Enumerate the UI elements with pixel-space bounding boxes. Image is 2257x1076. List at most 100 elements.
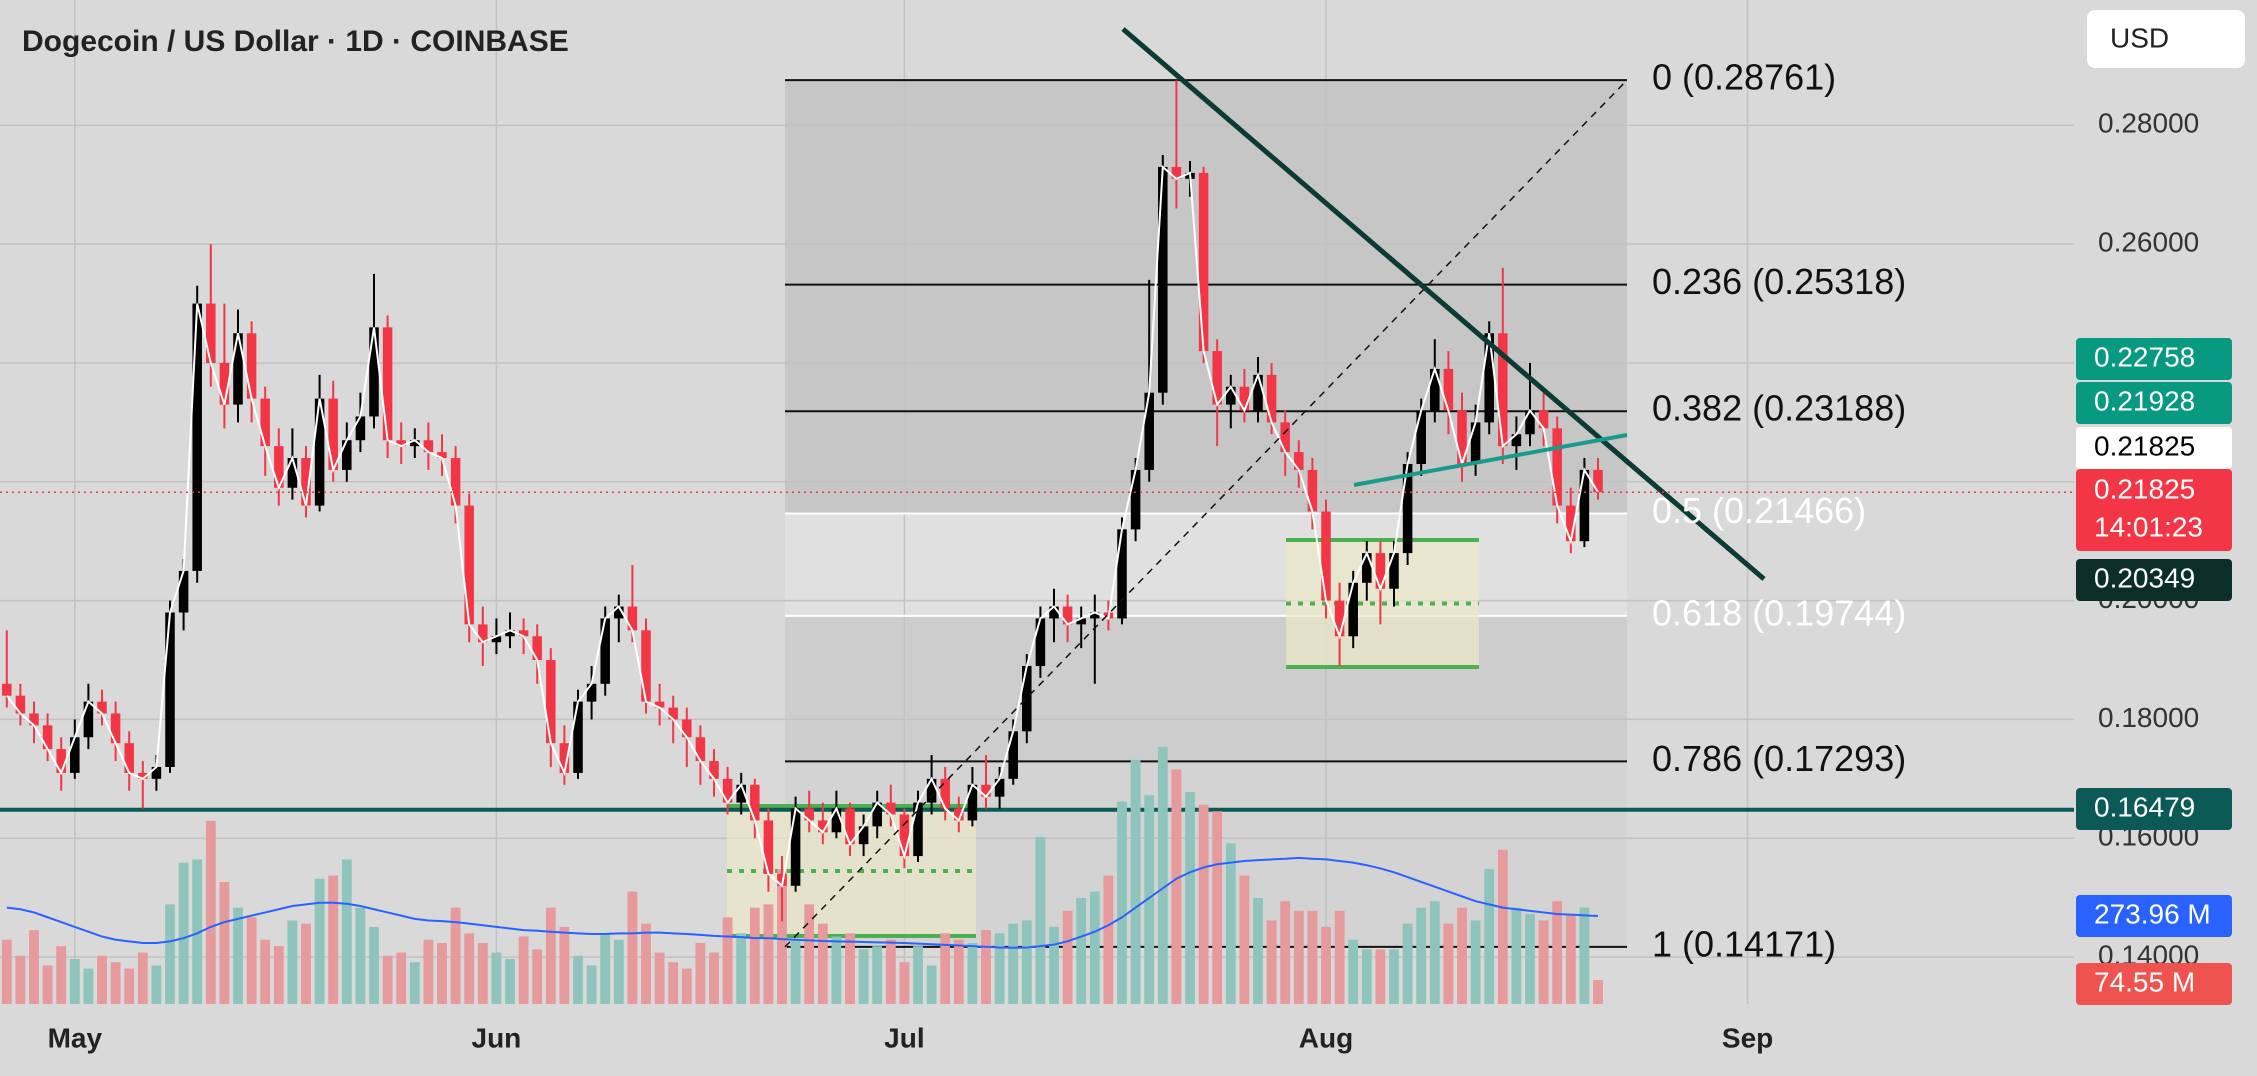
candle-body <box>1049 606 1059 619</box>
volume-bar <box>165 904 175 1004</box>
volume-bar <box>287 920 298 1004</box>
candle-body <box>15 695 26 714</box>
volume-bar <box>913 946 923 1004</box>
volume-bar <box>1171 769 1182 1004</box>
candle-body <box>165 612 175 767</box>
candle-body <box>1117 529 1127 619</box>
volume-bar <box>953 939 964 1004</box>
volume-bar <box>532 949 543 1004</box>
candle-body <box>1294 452 1304 470</box>
candle-body <box>518 630 529 637</box>
candle-body <box>396 440 406 447</box>
trendline-teal <box>1353 433 1628 487</box>
candle-body <box>1566 505 1576 542</box>
volume-bar <box>804 904 815 1004</box>
candle-body <box>178 570 189 613</box>
volume-bar <box>641 923 651 1004</box>
price-tag-label: 0.20349 <box>2094 562 2195 593</box>
candle-body <box>110 713 121 744</box>
volume-bar <box>613 939 624 1004</box>
candle-body <box>342 440 352 470</box>
volume-bar <box>654 952 665 1004</box>
candle-body <box>1538 410 1549 429</box>
volume-bar <box>1089 891 1100 1004</box>
candle-body <box>926 778 937 803</box>
volume-bar <box>722 917 733 1004</box>
price-tag-label: 0.21825 <box>2094 473 2195 504</box>
volume-bar <box>967 942 978 1004</box>
candle-body <box>546 660 556 744</box>
fib-label: 1 (0.14171) <box>1652 923 1836 964</box>
volume-bar <box>790 939 801 1004</box>
candle-body <box>777 873 787 886</box>
currency-button[interactable] <box>2087 10 2245 68</box>
x-tick-label: May <box>48 1022 103 1053</box>
candle-body <box>314 398 325 506</box>
candle-body <box>1198 172 1209 352</box>
candle-body <box>423 440 434 453</box>
candle-body <box>1443 368 1454 411</box>
candle-body <box>1334 600 1345 637</box>
candle-body <box>355 416 366 441</box>
candle-body <box>491 636 502 643</box>
y-tick-label: 0.28000 <box>2098 108 2199 139</box>
volume-bar <box>668 962 679 1004</box>
fib-label: 0 (0.28761) <box>1652 57 1836 98</box>
candle-body <box>287 458 298 488</box>
candle-body <box>70 737 80 773</box>
volume-bar <box>994 933 1005 1004</box>
volume-bar <box>1525 914 1535 1004</box>
volume-bar <box>423 939 434 1004</box>
price-tag <box>2076 382 2232 424</box>
volume-bar <box>559 926 570 1004</box>
candle-body <box>1470 422 1481 464</box>
candle-body <box>1090 612 1100 619</box>
candle-body <box>56 749 66 773</box>
candle-body <box>1280 422 1290 453</box>
volume-bar <box>437 942 447 1004</box>
volume-bar <box>1361 949 1372 1004</box>
volume-bar <box>1198 804 1209 1004</box>
volume-bar <box>586 965 597 1004</box>
candle-body <box>1579 469 1590 542</box>
candle-body <box>369 327 379 417</box>
volume-bar <box>1130 759 1141 1004</box>
candle-body <box>1212 351 1222 405</box>
chart-title: Dogecoin / US Dollar · 1D · COINBASE <box>22 25 569 58</box>
volume-bar <box>845 933 855 1004</box>
candle-body <box>627 606 638 631</box>
volume-ma <box>6 856 1599 949</box>
price-tag <box>2076 338 2232 380</box>
candle-body <box>1375 553 1386 589</box>
candle-body <box>450 458 461 506</box>
price-tag <box>2076 895 2232 937</box>
candle-body <box>994 778 1005 797</box>
candle-body <box>940 778 950 809</box>
volume-bar <box>1185 791 1195 1004</box>
candle-body <box>301 458 311 506</box>
volume-bar <box>328 875 339 1004</box>
candle-body <box>1321 511 1331 601</box>
volume-bar <box>137 952 148 1004</box>
price-tag-label: 0.21928 <box>2094 385 2195 416</box>
candle-body <box>736 784 746 803</box>
candle-body <box>1389 553 1399 589</box>
price-tag-label: 0.16479 <box>2094 791 2195 822</box>
x-tick-label: Sep <box>1722 1022 1773 1053</box>
close-line <box>6 164 1599 888</box>
candle-body <box>790 808 801 886</box>
volume-bar <box>1307 910 1318 1004</box>
candle-body <box>1130 469 1141 530</box>
volume-bar <box>1497 849 1508 1004</box>
fib-label: 0.5 (0.21466) <box>1652 490 1866 531</box>
candle-body <box>1008 731 1018 779</box>
candle-body <box>722 778 733 803</box>
candle-body <box>1076 618 1086 625</box>
candle-body <box>42 725 53 750</box>
price-tag <box>2076 427 2232 469</box>
price-tag-label: 273.96 M <box>2094 898 2211 929</box>
currency-label[interactable]: USD <box>2110 22 2169 53</box>
candle-body <box>206 303 216 363</box>
volume-bar <box>205 820 216 1004</box>
volume-bar <box>1280 901 1291 1004</box>
